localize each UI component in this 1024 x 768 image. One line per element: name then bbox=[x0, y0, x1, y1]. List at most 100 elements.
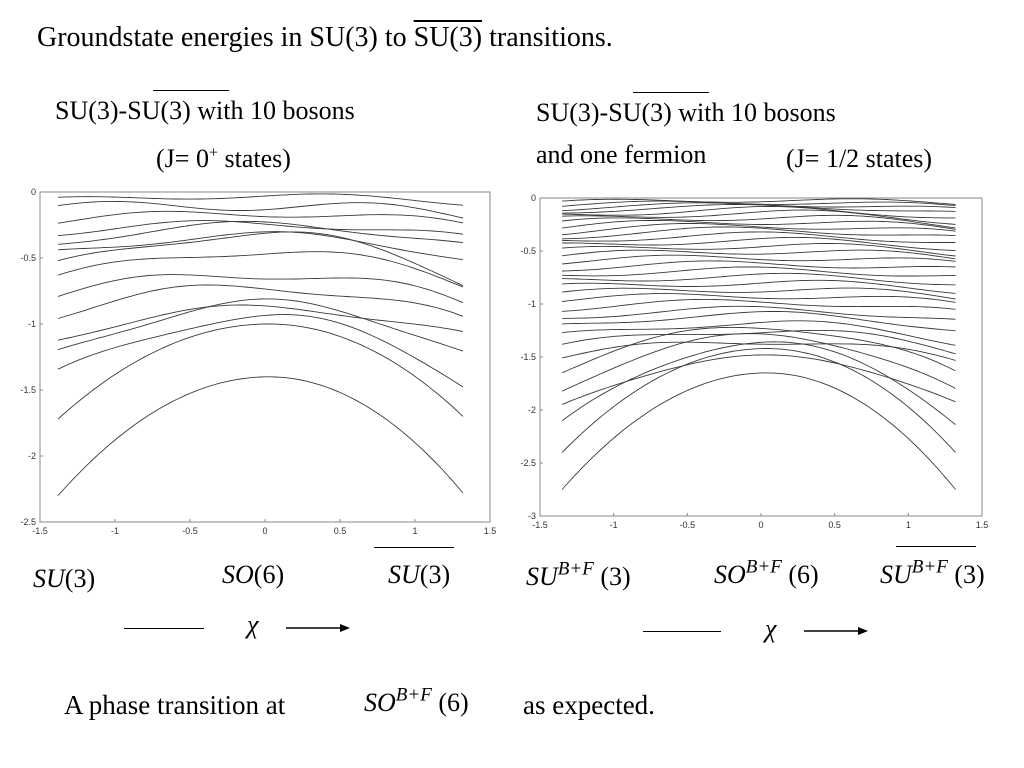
x-tick-label: -1 bbox=[111, 526, 119, 535]
y-tick-label: -0.5 bbox=[20, 253, 36, 263]
y-tick-label: -1.5 bbox=[20, 385, 36, 395]
x-tick-label: -1 bbox=[610, 520, 618, 530]
energy-level-line bbox=[561, 354, 956, 405]
left-label-su3-name: SU bbox=[33, 564, 65, 593]
energy-level-line bbox=[561, 372, 956, 490]
left-subheading-text: (J= 0 bbox=[156, 144, 209, 173]
y-tick-label: -1.5 bbox=[520, 352, 536, 362]
energy-level-line bbox=[57, 298, 464, 352]
right-panel-fermion-line: and one fermion bbox=[536, 140, 707, 169]
energy-level-line bbox=[57, 231, 464, 287]
energy-level-line bbox=[57, 231, 464, 261]
x-tick-label: 0 bbox=[262, 526, 267, 535]
right-label-su3bar-arg: (3) bbox=[954, 560, 985, 589]
energy-level-line bbox=[562, 287, 956, 300]
left-heading-overbar bbox=[153, 90, 229, 91]
energy-level-line bbox=[57, 314, 464, 388]
energy-level-line bbox=[562, 206, 956, 219]
right-label-so6-arg: (6) bbox=[788, 560, 819, 589]
energy-level-line bbox=[562, 310, 956, 332]
left-heading-prefix: SU(3)- bbox=[55, 96, 128, 125]
plot-frame bbox=[539, 197, 983, 517]
right-label-su3bar-name: SU bbox=[880, 560, 912, 589]
right-panel-heading: SU(3)-SU(3) with 10 bosons bbox=[536, 98, 836, 128]
left-label-su3bar-overbar bbox=[374, 547, 454, 548]
left-subheading-end: states) bbox=[217, 144, 291, 173]
energy-level-line bbox=[562, 279, 956, 294]
right-panel-states: (J= 1/2 states) bbox=[786, 144, 933, 173]
energy-level-line bbox=[562, 329, 956, 355]
energy-level-line bbox=[562, 236, 956, 251]
title-suffix: transitions. bbox=[482, 22, 613, 53]
title-prefix: Groundstate energies in SU(3) to bbox=[37, 22, 414, 53]
right-label-so6: SOB+F (6) bbox=[714, 556, 819, 590]
right-heading-suffix: with 10 bosons bbox=[671, 98, 836, 127]
energy-level-line bbox=[562, 198, 956, 205]
energy-level-line bbox=[57, 220, 464, 245]
energy-level-line bbox=[562, 293, 956, 303]
left-heading-conjugate: SU(3) bbox=[127, 96, 191, 125]
left-label-so6-name: SO bbox=[222, 560, 254, 589]
left-label-su3: SU(3) bbox=[33, 564, 95, 594]
energy-level-line bbox=[562, 200, 956, 207]
footer-so6-name: SO bbox=[364, 688, 396, 717]
right-label-su3-sup: B+F bbox=[557, 558, 594, 580]
footer-so6: SOB+F (6) bbox=[364, 686, 469, 718]
y-tick-label: 0 bbox=[531, 193, 536, 203]
left-chi-arrow bbox=[286, 624, 350, 632]
left-subheading-sup: + bbox=[208, 144, 218, 162]
x-tick-label: -1.5 bbox=[32, 526, 48, 535]
x-tick-label: 1.5 bbox=[976, 520, 989, 530]
left-panel-subheading: (J= 0+ states) bbox=[156, 144, 291, 174]
y-tick-label: -2 bbox=[528, 405, 536, 415]
energy-level-line bbox=[562, 209, 956, 225]
energy-level-line bbox=[562, 226, 956, 240]
right-heading-prefix: SU(3)- bbox=[536, 98, 609, 127]
energy-level-line bbox=[562, 223, 956, 236]
y-tick-label: 0 bbox=[31, 187, 36, 197]
energy-level-line bbox=[562, 254, 956, 265]
right-label-su3: SUB+F (3) bbox=[526, 558, 631, 592]
x-tick-label: -0.5 bbox=[182, 526, 198, 535]
right-chi-glyph: χ bbox=[765, 614, 777, 643]
left-panel-heading: SU(3)-SU(3) with 10 bosons bbox=[55, 96, 355, 126]
right-heading-conjugate: SU(3) bbox=[608, 98, 672, 127]
x-tick-label: 1 bbox=[412, 526, 417, 535]
right-chi-symbol: χ bbox=[765, 614, 776, 644]
right-chi-arrow bbox=[804, 627, 868, 635]
energy-level-line bbox=[562, 243, 956, 257]
right-heading-overbar bbox=[633, 92, 709, 93]
left-label-so6-arg: (6) bbox=[253, 560, 285, 589]
energy-level-line bbox=[57, 200, 464, 219]
energy-level-line bbox=[562, 298, 956, 312]
left-label-so6: SO(6) bbox=[222, 560, 284, 590]
left-chi-dash bbox=[124, 628, 204, 629]
right-label-so6-sup: B+F bbox=[745, 556, 782, 578]
energy-level-line bbox=[562, 231, 956, 243]
y-tick-label: -1 bbox=[28, 319, 36, 329]
footer-prefix: A phase transition at bbox=[64, 690, 286, 720]
energy-level-line bbox=[562, 341, 956, 361]
energy-level-line bbox=[57, 323, 464, 420]
y-tick-label: -3 bbox=[528, 511, 536, 521]
right-chi-dash bbox=[643, 631, 721, 632]
right-energy-chart: -1.5 -1 -0.5 0 0.5 1 1.5 0 -0.5 -1 -1.5 -2 -2.5 -3 bbox=[520, 193, 989, 530]
x-tick-label: 1.5 bbox=[484, 526, 497, 535]
energy-level-line bbox=[562, 272, 956, 286]
right-label-so6-name: SO bbox=[714, 560, 746, 589]
y-tick-label: -2.5 bbox=[20, 517, 36, 527]
right-label-su3bar-sup: B+F bbox=[911, 556, 948, 578]
left-label-su3bar-name: SU bbox=[388, 560, 420, 589]
slide-title: Groundstate energies in SU(3) to SU(3) t… bbox=[37, 22, 613, 54]
footer-sentence: A phase transition at bbox=[64, 690, 285, 721]
energy-level-line bbox=[562, 214, 956, 229]
footer-suffix: as expected. bbox=[523, 690, 655, 720]
x-tick-label: 0.5 bbox=[334, 526, 347, 535]
energy-level-line bbox=[562, 260, 956, 272]
right-label-su3-name: SU bbox=[526, 562, 558, 591]
energy-level-line bbox=[57, 251, 464, 288]
energy-level-line bbox=[57, 220, 464, 237]
left-energy-chart: -1.5 -1 -0.5 0 0.5 1 1.5 0 -0.5 -1 -1.5 -2 -2.5 bbox=[20, 187, 497, 535]
left-label-su3-arg: (3) bbox=[64, 564, 96, 593]
energy-level-line bbox=[57, 193, 464, 206]
